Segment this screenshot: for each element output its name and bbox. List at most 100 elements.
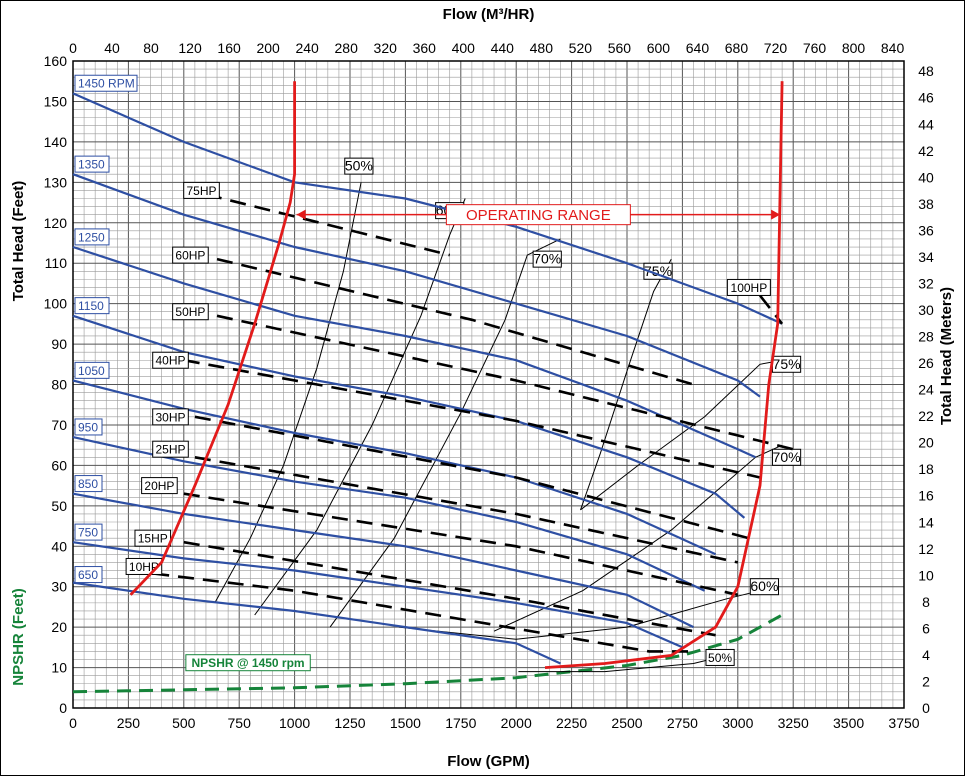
y-tick-label: 140 — [44, 134, 68, 150]
x-tick-label: 2000 — [501, 715, 532, 731]
right-tick-label: 46 — [918, 90, 934, 106]
right-tick-label: 6 — [922, 620, 930, 636]
hp-line — [216, 257, 694, 386]
top-tick-label: 200 — [256, 40, 280, 56]
npshr-curve — [72, 613, 783, 694]
hp-label: 10HP — [129, 560, 159, 574]
top-tick-label: 360 — [413, 40, 437, 56]
hp-label: 60HP — [175, 249, 205, 263]
right-tick-label: 30 — [918, 302, 934, 318]
rpm-label-box — [74, 228, 110, 246]
right-tick-label: 42 — [918, 143, 934, 159]
hp-label-group: 30HP — [152, 408, 189, 426]
top-axis-title: Flow (M³/HR) — [443, 6, 535, 23]
rpm-label-box — [74, 523, 103, 541]
rpm-label-group: 1050 — [74, 361, 110, 379]
right-tick-label: 14 — [918, 514, 934, 530]
rpm-label-group: 1350 — [74, 155, 110, 173]
y-tick-label: 150 — [44, 93, 68, 109]
hp-label: 75HP — [187, 184, 217, 198]
rpm-label: 1250 — [78, 230, 105, 244]
hp-label-group: 15HP — [134, 529, 172, 547]
efficiency-label-group: 75% — [771, 355, 802, 373]
top-tick-label: 40 — [104, 40, 120, 56]
top-tick-label: 280 — [335, 40, 359, 56]
right-tick-label: 48 — [918, 63, 934, 79]
npshr-axis-title: NPSHR (Feet) — [10, 588, 27, 686]
left-axis-title: Total Head (Feet) — [10, 181, 27, 302]
y-tick-label: 110 — [45, 255, 68, 271]
rpm-label: 1150 — [78, 299, 104, 313]
right-tick-label: 24 — [918, 382, 934, 398]
speed-curve — [72, 581, 561, 665]
hp-line — [183, 358, 761, 479]
x-tick-label: 1500 — [390, 715, 421, 731]
y-tick-label: 100 — [44, 296, 68, 312]
efficiency-label-box — [643, 262, 673, 280]
hp-line — [194, 415, 750, 540]
npshr-label-group: NPSHR @ 1450 rpm — [185, 654, 311, 672]
rpm-label: 950 — [78, 420, 98, 434]
y-tick-label: 40 — [51, 538, 67, 554]
y-tick-label: 20 — [51, 619, 67, 635]
npshr-label: NPSHR @ 1450 rpm — [192, 656, 305, 670]
top-tick-label: 720 — [764, 40, 788, 56]
speed-curve — [72, 314, 746, 519]
rpm-label-group: 1150 — [74, 297, 110, 315]
efficiency-curve — [254, 198, 466, 616]
efficiency-curve — [214, 182, 362, 604]
operating-boundary — [129, 81, 784, 669]
y-tick-label: 80 — [51, 377, 67, 393]
right-tick-label: 40 — [918, 169, 934, 185]
hp-label-box — [134, 529, 172, 547]
top-tick-label: 560 — [608, 40, 632, 56]
x-tick-label: 1750 — [445, 715, 476, 731]
rpm-label-group: 750 — [74, 523, 103, 541]
hp-label-group: 100HP — [726, 278, 771, 296]
plot-area-border — [72, 60, 905, 709]
right-tick-label: 20 — [918, 435, 934, 451]
top-tick-label: 640 — [686, 40, 710, 56]
efficiency-curve — [398, 590, 761, 640]
right-tick-label: 36 — [918, 222, 934, 238]
efficiency-curve — [580, 258, 672, 511]
hp-label: 50HP — [175, 305, 205, 319]
right-tick-label: 2 — [922, 673, 930, 689]
hp-label: 100HP — [731, 281, 768, 295]
efficiency-curve — [580, 359, 783, 511]
rpm-label-box — [74, 418, 103, 436]
hp-label-group: 40HP — [152, 351, 189, 369]
right-axis-title: Total Head (Meters) — [938, 287, 955, 425]
x-tick-label: 3250 — [778, 715, 809, 731]
y-tick-label: 30 — [51, 579, 67, 595]
y-tick-label: 90 — [51, 336, 67, 352]
y-tick-label: 130 — [44, 174, 68, 190]
top-tick-label: 80 — [143, 40, 159, 56]
right-tick-label: 22 — [918, 408, 934, 424]
rpm-label-group: 1250 — [74, 228, 110, 246]
efficiency-label-group: 60% — [749, 578, 779, 596]
y-tick-label: 120 — [44, 215, 68, 231]
hp-label-box — [152, 351, 189, 369]
hp-label: 20HP — [144, 479, 174, 493]
y-tick-label: 10 — [51, 660, 67, 676]
efficiency-curve — [493, 444, 783, 632]
hp-label-group: 75HP — [183, 181, 220, 199]
rpm-label: 1350 — [78, 158, 105, 172]
hp-line — [205, 193, 451, 257]
top-tick-label: 0 — [69, 40, 77, 56]
speed-curve — [72, 541, 683, 649]
y-tick-label: 50 — [51, 498, 67, 514]
efficiency-label: 60% — [750, 578, 778, 594]
hp-line — [128, 569, 694, 653]
speed-curve — [72, 436, 706, 592]
right-tick-label: 4 — [922, 647, 930, 663]
rpm-label-group: 650 — [74, 566, 103, 584]
hp-label-group: 20HP — [141, 477, 178, 495]
right-tick-label: 18 — [918, 461, 934, 477]
operating-range-label: OPERATING RANGE — [466, 207, 611, 224]
x-tick-label: 2750 — [667, 715, 698, 731]
right-tick-label: 16 — [918, 488, 934, 504]
